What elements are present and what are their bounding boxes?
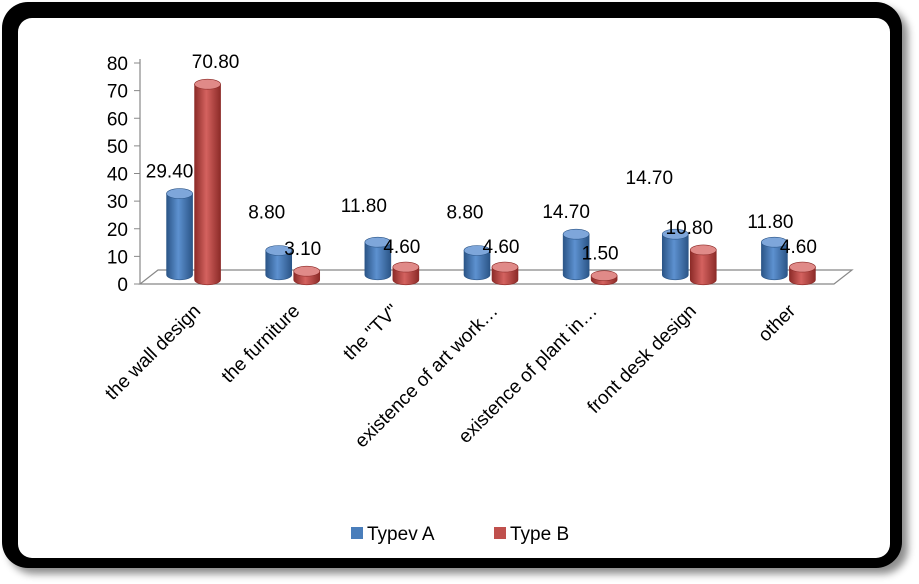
data-label: 4.60	[483, 237, 520, 258]
y-tick-label: 20	[107, 220, 128, 241]
bar-body	[265, 250, 293, 281]
data-label: 70.80	[192, 52, 240, 73]
bar-top	[293, 265, 321, 277]
bar-top	[491, 261, 519, 273]
bar-series-b	[590, 270, 618, 286]
category-label: the "TV"	[339, 301, 403, 365]
y-tick-label: 70	[107, 82, 128, 103]
y-tick-label: 50	[107, 137, 128, 158]
legend-label: Typev A	[367, 524, 435, 545]
chart-border	[2, 2, 902, 568]
bar-top	[265, 245, 293, 256]
bar-body	[761, 241, 788, 281]
bar-top	[392, 261, 420, 273]
bar-top	[789, 261, 816, 273]
category-label: front desk design	[584, 301, 701, 418]
y-tick-label: 40	[107, 165, 128, 186]
legend-swatch-b	[494, 527, 506, 539]
legend-label: Type B	[510, 524, 569, 545]
chart-bars	[166, 78, 816, 286]
bar-body	[661, 233, 689, 281]
data-label: 29.40	[146, 162, 194, 183]
bar-body	[194, 83, 221, 286]
data-label: 14.70	[626, 168, 674, 189]
chart-category-labels: the wall design the furniture the "TV"exis…	[101, 300, 800, 452]
bar-body	[364, 241, 392, 281]
bar-series-a	[661, 228, 689, 281]
bar-top	[463, 245, 491, 256]
bar-series-b	[194, 78, 221, 286]
bar-body	[463, 250, 491, 281]
bar-series-a	[463, 245, 491, 281]
bar-top	[661, 228, 689, 240]
category-label: the furniture	[218, 301, 305, 388]
data-label: 8.80	[447, 202, 484, 223]
bar-series-a	[265, 245, 293, 281]
bar-series-a	[761, 236, 788, 281]
data-label: 1.50	[582, 244, 619, 265]
bar-top	[194, 78, 221, 90]
y-tick-label: 80	[107, 54, 128, 75]
bar-body	[562, 233, 590, 281]
bar-top	[562, 228, 590, 240]
y-tick-label: 30	[107, 192, 128, 213]
chart-legend: Typev A Type B	[351, 524, 569, 545]
bar-series-b	[789, 261, 816, 286]
chart-data-labels: 29.40 70.80 8.80 3.10 11.80 4.60 8.80 4.60 14.70…	[146, 52, 817, 264]
bar-body	[689, 249, 717, 286]
bar-series-b	[392, 261, 420, 286]
bar-series-b	[491, 261, 519, 286]
legend-swatch-a	[351, 527, 363, 539]
bar-series-b	[689, 244, 717, 286]
data-label: 4.60	[383, 237, 420, 258]
bar-series-a	[562, 228, 590, 281]
y-tick-label: 10	[107, 247, 128, 268]
data-label: 10.80	[666, 218, 714, 239]
data-label: 4.60	[780, 237, 817, 258]
data-label: 14.70	[542, 202, 590, 223]
bar-top	[590, 270, 618, 281]
category-label: other	[754, 300, 800, 346]
bar-top	[166, 188, 193, 199]
data-label: 11.80	[747, 212, 793, 233]
bar-series-b	[293, 265, 321, 286]
data-label: 11.80	[341, 196, 387, 217]
bar-body	[166, 193, 193, 281]
category-label: the wall design	[101, 301, 205, 405]
y-tick-label: 60	[107, 109, 128, 130]
bar-series-a	[364, 236, 392, 281]
data-label: 8.80	[248, 202, 285, 223]
bar-top	[364, 236, 392, 248]
bar-top	[761, 236, 788, 248]
bar-top	[689, 244, 717, 256]
y-tick-label: 0	[117, 275, 128, 296]
chart-area	[18, 18, 890, 558]
data-label: 3.10	[284, 239, 321, 260]
bar-series-a	[166, 188, 193, 281]
